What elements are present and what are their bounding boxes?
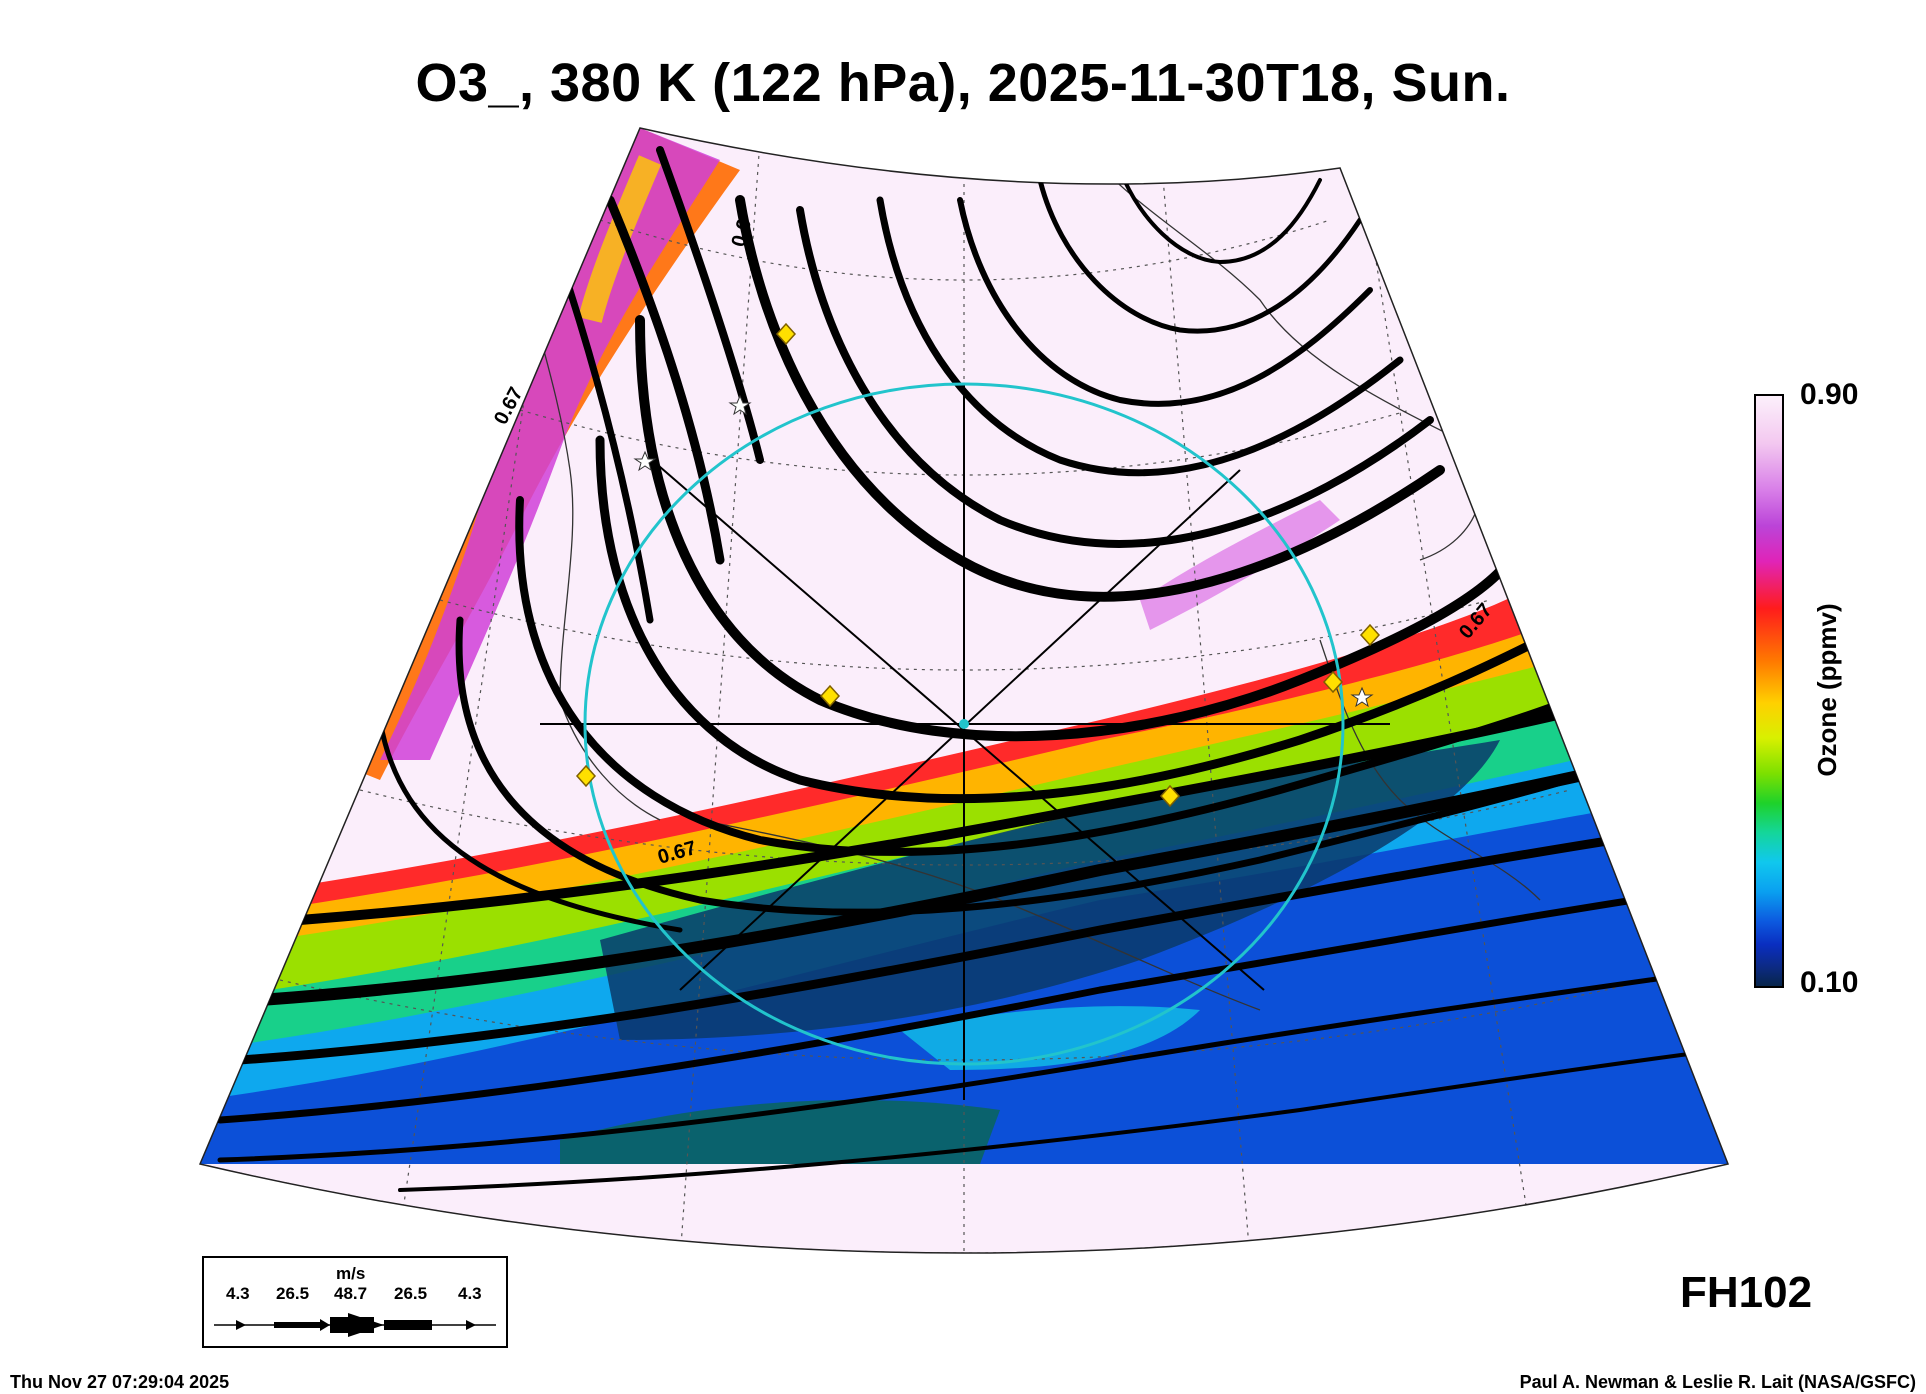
center-point: [959, 719, 969, 729]
wind-speed-arrow-icon: [214, 1313, 496, 1337]
legend-speed: 26.5: [394, 1284, 428, 1303]
colorbar-max-label: 0.90: [1800, 378, 1859, 411]
diamond-marker-icon: [575, 764, 597, 788]
diamond-marker-icon: [1159, 784, 1181, 808]
colorbar-min-label: 0.10: [1800, 966, 1859, 999]
diamond-marker-icon: [775, 322, 797, 346]
ozone-field: [200, 128, 1728, 1253]
star-marker-icon: [633, 450, 657, 472]
diamond-marker-icon: [1322, 670, 1344, 694]
map-boundary: [198, 127, 1730, 1254]
star-markers: [633, 394, 1374, 708]
legend-speed: 48.7: [334, 1284, 368, 1303]
star-marker-icon: [1350, 686, 1374, 708]
wind-speed-legend: m/s 4.3 26.5 48.7 26.5 4.3: [202, 1256, 508, 1348]
legend-speed: 4.3: [458, 1284, 482, 1303]
star-marker-icon: [728, 394, 752, 416]
footer-timestamp: Thu Nov 27 07:29:04 2025: [10, 1372, 230, 1392]
map-title: O3_, 380 K (122 hPa), 2025-11-30T18, Sun…: [415, 53, 1511, 113]
diamond-marker-icon: [819, 684, 841, 708]
crosshair-lines: [540, 384, 1390, 1100]
region-circle: [583, 382, 1345, 1066]
diamond-markers: [575, 322, 1381, 808]
colorbar-title: Ozone (ppmv): [1812, 603, 1842, 777]
legend-unit: m/s: [336, 1264, 366, 1283]
legend-speed: 4.3: [226, 1284, 250, 1303]
ozone-colorbar: [1754, 394, 1784, 988]
legend-speed: 26.5: [276, 1284, 310, 1303]
diamond-marker-icon: [1359, 623, 1381, 647]
forecast-hour-label: FH102: [1680, 1268, 1813, 1317]
footer-credit: Paul A. Newman & Leslie R. Lait (NASA/GS…: [1519, 1372, 1916, 1392]
wind-streamlines: [216, 146, 1723, 1192]
